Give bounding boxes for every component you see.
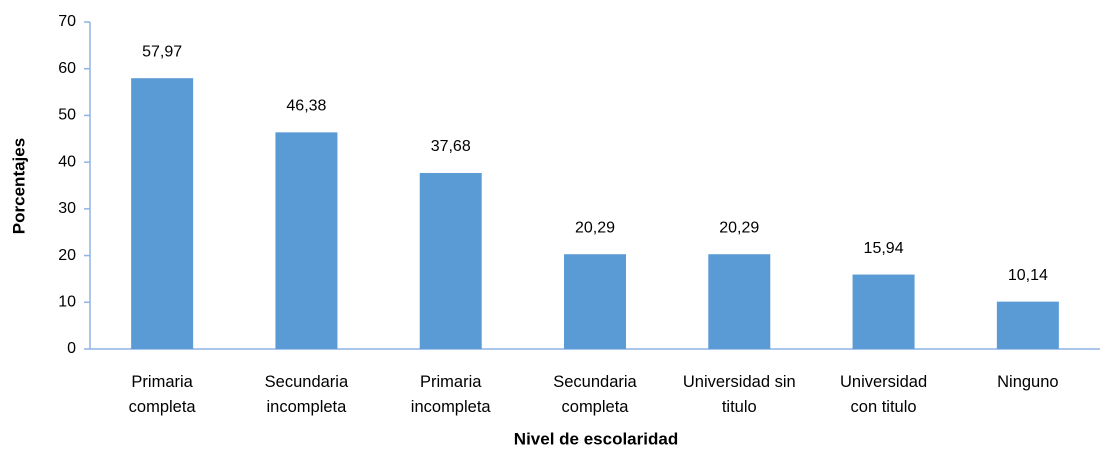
x-tick-label: Primaria incompleta	[410, 373, 491, 416]
x-tick-label: Universidad sin titulo	[682, 373, 796, 416]
bar	[996, 301, 1059, 349]
y-tick-label: 70	[58, 13, 76, 30]
bar	[419, 172, 482, 349]
y-axis-label: Porcentajes	[9, 138, 28, 234]
y-tick-label: 50	[58, 107, 76, 124]
data-label: 20,29	[719, 219, 759, 236]
data-label: 37,68	[431, 138, 471, 155]
y-tick-label: 40	[58, 153, 76, 170]
y-tick-label: 0	[67, 340, 76, 357]
x-tick-label: Ninguno	[997, 373, 1059, 391]
x-axis-label: Nivel de escolaridad	[514, 429, 678, 448]
x-tick-label: Secundaria incompleta	[264, 373, 349, 416]
bar	[131, 78, 194, 349]
x-tick-label: Universidad con titulo	[840, 373, 928, 416]
y-tick-label: 20	[58, 247, 76, 264]
y-tick-label: 10	[58, 294, 76, 311]
bar	[564, 254, 626, 349]
data-label: 15,94	[864, 240, 904, 257]
x-tick-label: Secundaria completa	[553, 373, 637, 416]
data-label: 46,38	[286, 98, 326, 115]
y-tick-label: 30	[58, 200, 76, 217]
bar	[708, 254, 771, 349]
bar	[275, 132, 338, 349]
y-tick-label: 60	[58, 60, 76, 77]
data-label: 57,97	[142, 43, 182, 60]
x-tick-label: Primaria completa	[128, 373, 196, 416]
bar	[852, 274, 915, 349]
data-label: 20,29	[575, 219, 615, 236]
data-label: 10,14	[1008, 267, 1048, 284]
